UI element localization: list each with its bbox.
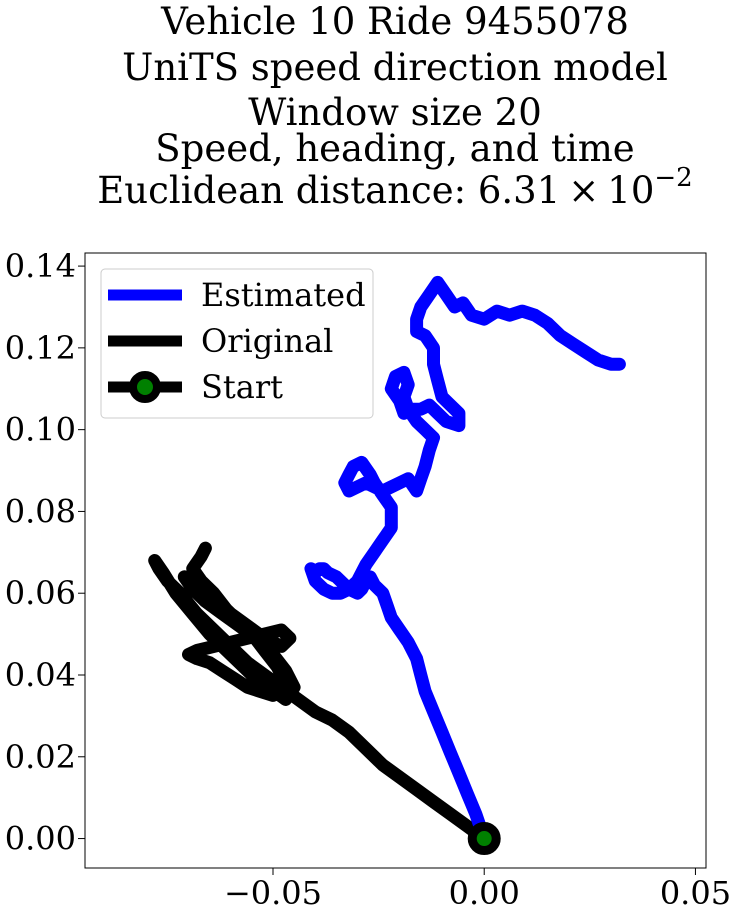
y-tick-label: 0.04 (5, 656, 76, 694)
title-metric-times: × (568, 169, 599, 212)
series-estimated-line (304, 275, 626, 846)
legend-frame (100, 268, 374, 419)
title-metric-exponent: −2 (654, 163, 692, 193)
title-line-4: Speed, heading, and time (155, 127, 634, 170)
y-tick-label: 0.06 (5, 574, 76, 612)
y-tick-label: 0.12 (5, 329, 76, 367)
title-metric-base: 10 (607, 169, 654, 212)
title-line-5: Euclidean distance: 6.31 × 10−2 (97, 163, 692, 212)
legend-swatch-start-marker (129, 371, 161, 403)
axes-frame (84, 252, 707, 869)
title-metric-prefix: Euclidean distance: (97, 169, 478, 212)
plot-area (148, 275, 626, 856)
y-tick-label: 0.10 (5, 411, 76, 449)
y-axis: 0.00 0.02 0.04 0.06 0.08 0.10 0.12 0.14 (5, 247, 85, 858)
y-tick-label: 0.00 (5, 820, 76, 858)
title-line-3: Window size 20 (248, 91, 542, 134)
legend-label-estimated: Estimated (201, 276, 366, 314)
chart-title: Vehicle 10 Ride 9455078 UniTS speed dire… (97, 0, 692, 212)
title-line-2: UniTS speed direction model (122, 46, 668, 89)
legend-label-start: Start (201, 368, 283, 406)
y-tick-label: 0.02 (5, 738, 76, 776)
x-tick-label: 0.00 (449, 874, 520, 912)
title-line-1: Vehicle 10 Ride 9455078 (160, 0, 629, 43)
x-axis: −0.05 0.00 0.05 (224, 868, 731, 912)
series-original-line (148, 541, 491, 846)
x-tick-label: −0.05 (224, 874, 322, 912)
x-tick-label: 0.05 (660, 874, 731, 912)
title-metric-mantissa: 6.31 (478, 169, 560, 212)
y-tick-label: 0.14 (5, 247, 76, 285)
legend: Estimated Original Start (100, 268, 374, 419)
legend-label-original: Original (201, 322, 333, 360)
y-tick-label: 0.08 (5, 492, 76, 530)
start-marker (467, 822, 501, 856)
